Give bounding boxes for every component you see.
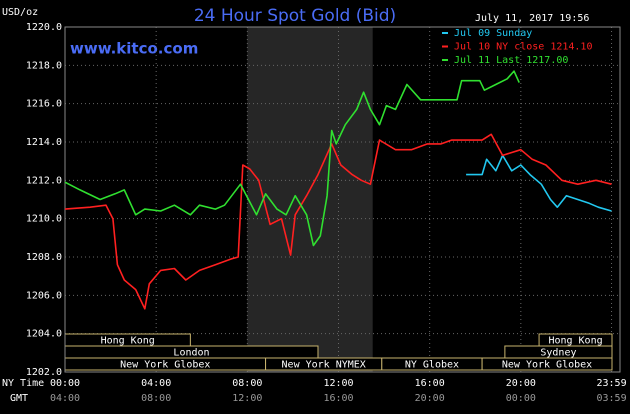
y-tick-label: 1208.0 (26, 252, 62, 263)
gmt-tick-label: 16:00 (323, 393, 353, 404)
series-line (466, 154, 612, 212)
session-label: Hong Kong (548, 336, 602, 347)
session-label: Sydney (540, 348, 576, 359)
gmt-tick-label: 00:00 (506, 393, 536, 404)
site-label: www.kitco.com (70, 40, 198, 58)
session-label: NY Globex (405, 360, 459, 371)
x-row-label: NY Time (2, 378, 44, 389)
x-tick-label: 23:59 (596, 378, 626, 389)
shaded-region (247, 27, 373, 372)
x-tick-label: 16:00 (415, 378, 445, 389)
legend-label: Jul 10 NY close 1214.10 (454, 42, 592, 53)
y-tick-label: 1216.0 (26, 99, 62, 110)
plot-frame (64, 26, 621, 373)
gmt-tick-label: 04:00 (50, 393, 80, 404)
gmt-tick-label: 03:59 (596, 393, 626, 404)
session-label: New York Globex (502, 360, 592, 371)
y-tick-label: 1218.0 (26, 60, 62, 71)
series-line (64, 70, 520, 247)
gmt-tick-label: 12:00 (232, 393, 262, 404)
gmt-tick-label: 20:00 (415, 393, 445, 404)
x-row-label: GMT (10, 393, 28, 404)
chart-title: 24 Hour Spot Gold (Bid) (194, 6, 396, 26)
gmt-tick-label: 08:00 (141, 393, 171, 404)
session-label: London (173, 348, 209, 359)
x-tick-label: 00:00 (50, 378, 80, 389)
y-tick-label: 1214.0 (26, 137, 62, 148)
session-box (481, 357, 613, 371)
session-label: New York NYMEX (282, 360, 366, 371)
x-tick-label: 20:00 (506, 378, 536, 389)
x-tick-label: 12:00 (323, 378, 353, 389)
unit-label: USD/oz (2, 7, 38, 18)
x-tick-label: 08:00 (232, 378, 262, 389)
legend-label: Jul 09 Sunday (454, 28, 532, 39)
y-tick-label: 1206.0 (26, 290, 62, 301)
y-tick-label: 1202.0 (26, 367, 62, 378)
session-label: New York Globex (120, 360, 210, 371)
y-tick-label: 1204.0 (26, 329, 62, 340)
x-tick-label: 04:00 (141, 378, 171, 389)
y-tick-label: 1212.0 (26, 175, 62, 186)
timestamp: July 11, 2017 19:56 (475, 13, 589, 24)
y-tick-label: 1220.0 (26, 22, 62, 33)
session-label: Hong Kong (101, 336, 155, 347)
y-tick-label: 1210.0 (26, 214, 62, 225)
legend-label: Jul 11 Last 1217.00 (454, 55, 568, 66)
